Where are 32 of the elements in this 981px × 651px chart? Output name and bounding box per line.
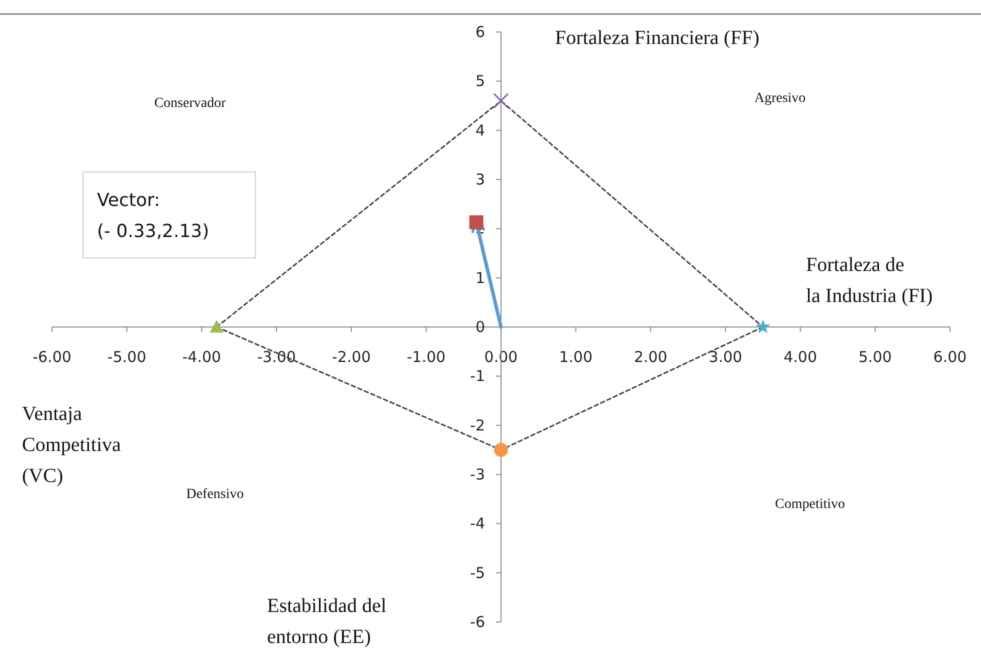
x-tick-label: 6.00 <box>933 348 967 366</box>
annotation: Ventaja Competitiva (VC) <box>22 403 121 487</box>
y-tick-label: -5 <box>470 564 485 582</box>
x-tick-label: 1.00 <box>559 348 593 366</box>
y-tick-label: 5 <box>475 72 485 90</box>
y-tick-label: -2 <box>470 416 485 434</box>
x-tick-label: -1.00 <box>406 348 446 366</box>
x-tick-label: 5.00 <box>858 348 892 366</box>
y-tick-label: 0 <box>475 318 485 336</box>
y-tick-label: -3 <box>470 466 485 484</box>
annotation: Competitivo <box>775 497 845 512</box>
y-tick-label: 3 <box>475 170 485 188</box>
y-tick-label: 1 <box>475 268 485 287</box>
annotation: Estabilidad del entorno (EE) <box>267 595 387 648</box>
annotation: Fortaleza de la Industria (FI) <box>806 254 933 307</box>
x-tick-label: 4.00 <box>784 348 818 366</box>
x-tick-label: -4.00 <box>182 348 222 366</box>
annotation: Vector: (- 0.33,2.13) <box>97 190 210 242</box>
y-tick-label: -6 <box>470 613 485 631</box>
x-tick-label: 2.00 <box>634 348 668 366</box>
y-tick-label: -1 <box>470 367 485 386</box>
y-tick-label: -4 <box>470 514 485 533</box>
annotation: Agresivo <box>754 91 806 106</box>
x-tick-label: -6.00 <box>32 348 72 366</box>
annotation: Conservador <box>154 96 226 111</box>
x-tick-label: -5.00 <box>107 348 146 366</box>
annotation: Defensivo <box>186 487 244 502</box>
y-tick-label: 4 <box>475 121 485 140</box>
x-tick-label: 3.00 <box>708 348 742 366</box>
annotation: Fortaleza Financiera (FF) <box>555 27 760 49</box>
x-tick-label: -2.00 <box>332 348 371 366</box>
y-tick-label: 6 <box>475 23 485 41</box>
